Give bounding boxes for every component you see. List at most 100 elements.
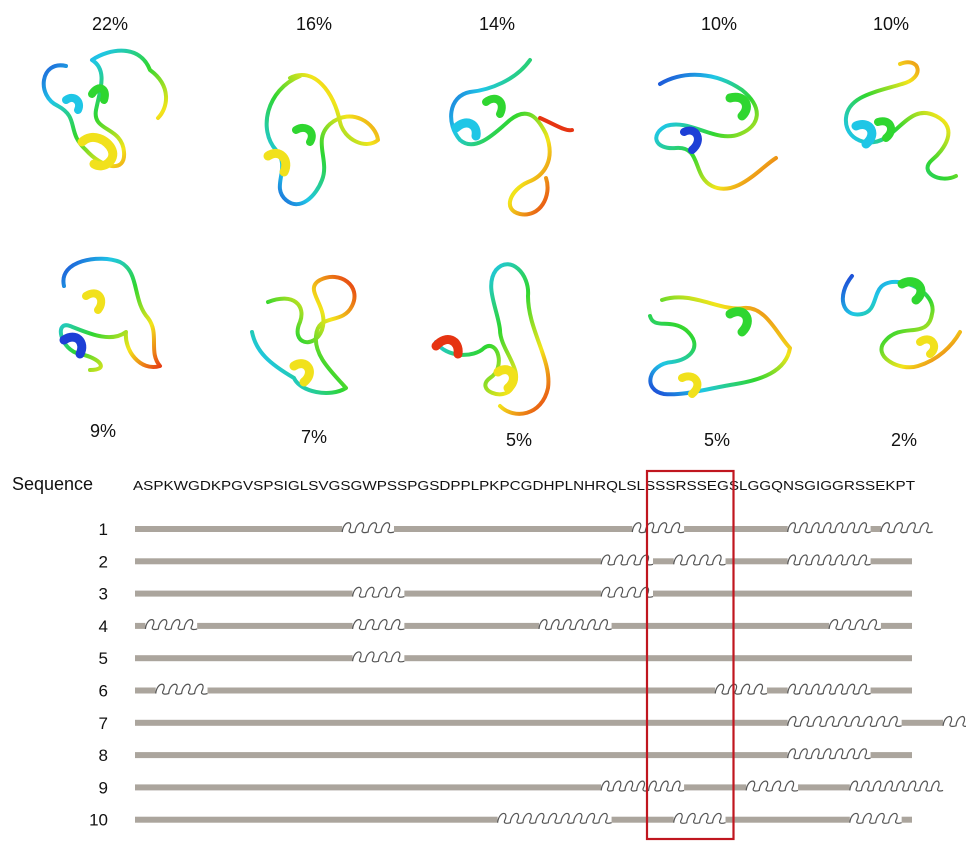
helix-segment (787, 683, 871, 695)
coil-segment (135, 752, 788, 759)
helix-segment (673, 554, 726, 566)
coil-segment (135, 526, 343, 532)
coil-segment (684, 526, 788, 532)
helix-segment (942, 715, 966, 727)
coil-segment (653, 590, 912, 597)
coil-segment (901, 719, 944, 726)
coil-segment (135, 784, 602, 791)
ss-row-label: 4 (99, 617, 108, 636)
helix-segment (787, 715, 902, 727)
protein-structure-8-image (431, 262, 551, 416)
helix-segment (600, 780, 685, 792)
coil-segment (197, 622, 353, 629)
structure-1-percent: 22% (92, 14, 128, 34)
coil-segment (684, 784, 747, 791)
coil-segment (725, 558, 788, 565)
ss-row-3: 3 (99, 585, 912, 604)
coil-segment (870, 687, 912, 694)
helix-segment (631, 522, 685, 534)
protein-structure-4-image (654, 72, 778, 191)
ss-row-label: 9 (99, 778, 108, 797)
ss-row-label: 7 (99, 714, 108, 733)
coil-segment (901, 816, 912, 823)
structure-6-percent: 9% (90, 421, 116, 441)
coil-segment (880, 622, 912, 629)
helix-segment (352, 651, 405, 663)
ss-row-1: 1 (99, 520, 933, 539)
ss-row-label: 8 (99, 746, 108, 765)
coil-segment (611, 622, 830, 629)
helix-segment (849, 780, 944, 792)
helix-segment (341, 522, 395, 534)
structure-4-percent: 10% (701, 14, 737, 34)
protein-structure-2-image (263, 73, 380, 207)
coil-segment (766, 687, 788, 694)
structure-3-percent: 14% (479, 14, 515, 34)
ss-row-label: 1 (99, 520, 108, 539)
coil-segment (404, 622, 540, 629)
ss-row-5: 5 (99, 649, 912, 668)
coil-segment (135, 558, 602, 565)
ss-row-6: 6 (99, 682, 912, 701)
coil-segment (135, 687, 156, 694)
coil-segment (870, 526, 881, 532)
ss-row-label: 5 (99, 649, 108, 668)
coil-segment (798, 784, 850, 791)
coil-segment (394, 526, 633, 532)
structure-2-percent: 16% (296, 14, 332, 34)
helix-segment (155, 683, 208, 695)
helix-segment (787, 554, 871, 566)
helix-segment (352, 586, 405, 598)
ss-row-label: 3 (99, 585, 108, 604)
ss-row-label: 10 (89, 811, 108, 830)
structure-5-percent: 10% (873, 14, 909, 34)
coil-segment (653, 558, 674, 565)
ss-row-label: 2 (99, 552, 108, 571)
structure-10-percent: 2% (891, 430, 917, 450)
protein-structure-3-image (449, 58, 574, 217)
coil-segment (404, 655, 912, 662)
helix-segment (352, 619, 405, 631)
coil-segment (135, 590, 353, 597)
structure-8-percent: 5% (506, 430, 532, 450)
structure-7-percent: 7% (301, 427, 327, 447)
protein-structure-7-image (250, 274, 357, 395)
ss-row-10: 10 (89, 811, 912, 830)
coil-segment (207, 687, 716, 694)
protein-structure-9-image (648, 295, 792, 398)
sequence-residues: ASPKWGDKPGVSPSIGLSVGSGWPSSPGSDPPLPKPCGDH… (133, 478, 915, 493)
protein-structure-5-image (843, 60, 958, 181)
coil-segment (725, 816, 850, 823)
helix-segment (828, 619, 882, 631)
helix-segment (600, 586, 654, 598)
protein-structure-10-image (841, 274, 962, 370)
ss-row-7: 7 (99, 714, 966, 733)
structure-9-percent: 5% (704, 430, 730, 450)
coil-segment (135, 719, 788, 726)
helix-segment (144, 619, 198, 631)
coil-segment (870, 558, 912, 565)
secondary-structure-rows: 1 2 3 4 5 6 7 8 9 10 (89, 520, 966, 830)
coil-segment (870, 752, 912, 759)
helix-segment (745, 780, 799, 792)
helix-segment (787, 522, 871, 534)
ss-row-2: 2 (99, 552, 912, 571)
helix-segment (849, 812, 902, 824)
protein-structure-6-image (59, 256, 162, 372)
helix-segment (600, 554, 654, 566)
coil-segment (135, 816, 498, 823)
ss-row-4: 4 (99, 617, 912, 636)
ss-row-9: 9 (99, 778, 944, 797)
sequence-label: Sequence (12, 474, 93, 494)
helix-segment (538, 619, 612, 631)
helix-segment (787, 748, 871, 760)
helix-segment (497, 812, 612, 824)
coil-segment (611, 816, 674, 823)
helix-segment (714, 683, 768, 695)
helix-segment (880, 522, 933, 534)
coil-segment (135, 622, 146, 629)
protein-structure-1-image (41, 48, 168, 171)
ss-row-8: 8 (99, 746, 912, 765)
helix-segment (673, 812, 726, 824)
